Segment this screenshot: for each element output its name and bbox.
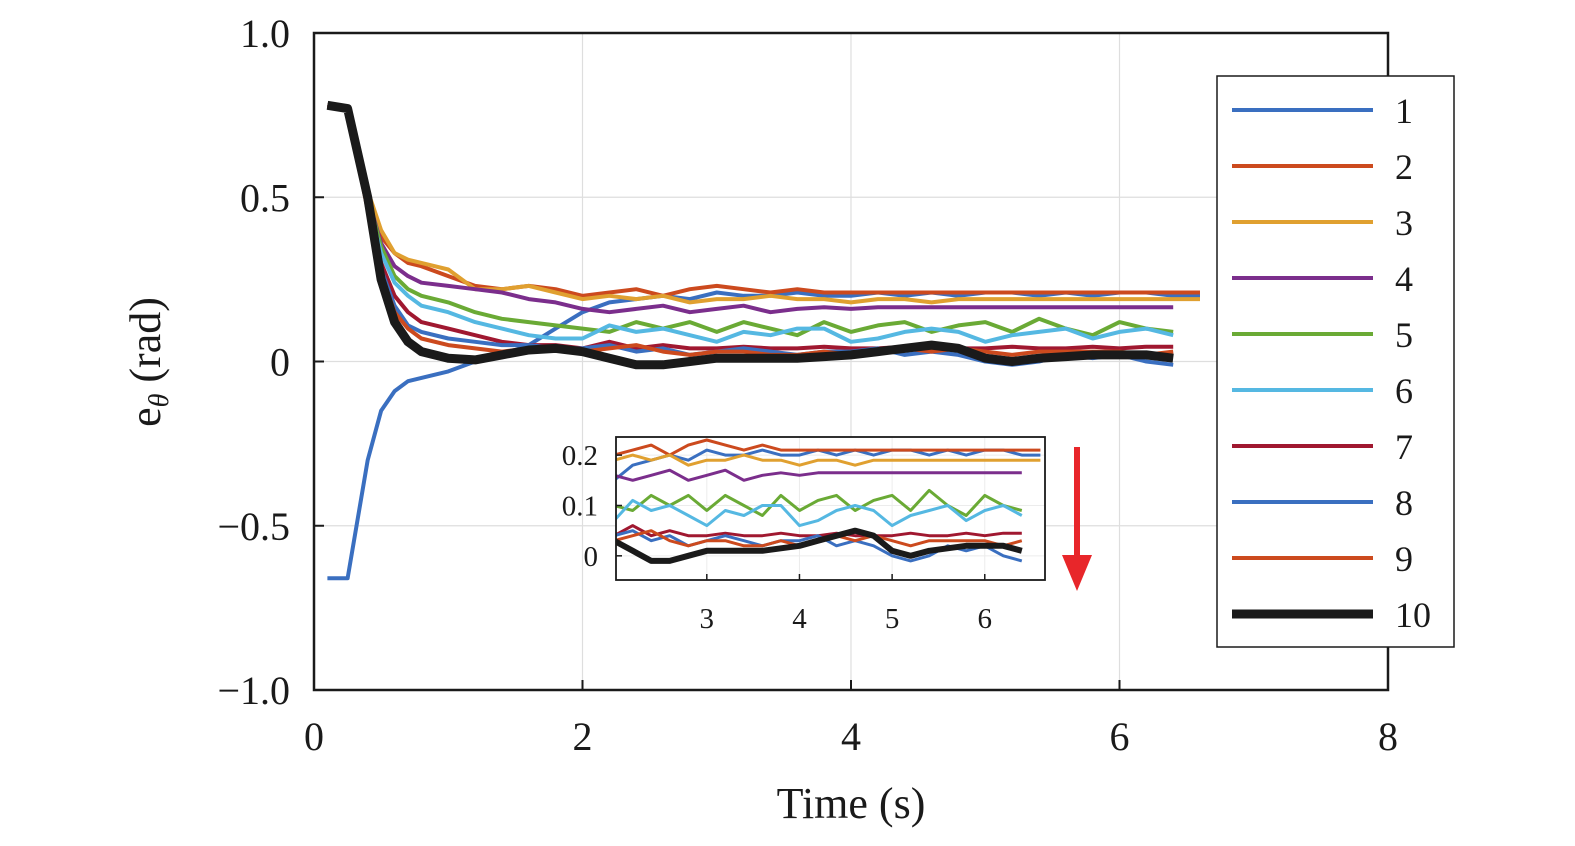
y-tick-label: 1.0 — [240, 11, 290, 56]
x-tick-label: 8 — [1378, 714, 1398, 759]
x-tick-label: 6 — [1110, 714, 1130, 759]
series-line-1 — [327, 290, 1200, 581]
series-line-7 — [327, 103, 1174, 351]
inset-series-line-3 — [616, 453, 1041, 467]
inset-y-tick-label: 0.1 — [562, 490, 598, 522]
inset-frame — [615, 436, 1046, 581]
series-line-10 — [326, 100, 1174, 370]
inset-ticks: 3 4 5 6 0.2 0.1 0 — [562, 440, 992, 635]
legend-label-4: 4 — [1395, 259, 1413, 299]
series-line-8 — [327, 103, 1174, 367]
inset-series-line-1 — [616, 448, 1041, 481]
x-tick-label: 4 — [841, 714, 861, 759]
legend-label-10: 10 — [1395, 595, 1431, 635]
inset-series-line-7 — [616, 524, 1022, 538]
legend-label-8: 8 — [1395, 483, 1413, 523]
legend-label-1: 1 — [1395, 91, 1413, 131]
inset-series-line-6 — [616, 498, 1023, 528]
legend-label-2: 2 — [1395, 147, 1413, 187]
inset-y-tick-label: 0 — [584, 541, 599, 573]
inset-x-tick-label: 3 — [700, 603, 715, 635]
inset-series-line-5 — [616, 488, 1023, 517]
inset-series-line-2 — [616, 438, 1041, 457]
inset-series-line-9 — [616, 529, 1023, 548]
series-line-4 — [327, 103, 1174, 315]
series-line-3 — [327, 103, 1200, 305]
y-label-sub: θ — [144, 393, 175, 407]
inset-y-tick-label: 0.2 — [562, 440, 598, 472]
y-tick-label: 0 — [270, 340, 290, 385]
inset-series-line-4 — [616, 468, 1022, 482]
legend-label-6: 6 — [1395, 371, 1413, 411]
series-line-9 — [327, 103, 1174, 357]
x-tick-label: 0 — [304, 714, 324, 759]
y-tick-label: −1.0 — [217, 668, 290, 713]
inset-series-lines — [616, 438, 1041, 564]
y-tick-label: 0.5 — [240, 175, 290, 220]
red-down-arrow — [1062, 447, 1092, 591]
inset-x-tick-label: 4 — [792, 603, 807, 635]
legend-label-7: 7 — [1395, 427, 1413, 467]
inset-chart: 3 4 5 6 0.2 0.1 0 — [562, 436, 1046, 635]
series-line-2 — [327, 103, 1200, 298]
legend-label-9: 9 — [1395, 539, 1413, 579]
y-axis-label: eθ (rad) — [121, 297, 175, 427]
y-label-unit: (rad) — [121, 297, 170, 383]
y-tick-label: −0.5 — [217, 504, 290, 549]
inset-x-tick-label: 5 — [885, 603, 900, 635]
legend-label-3: 3 — [1395, 203, 1413, 243]
axis-ticks: 0 2 4 6 8 1.0 0.5 0 −0.5 −1.0 — [217, 11, 1398, 759]
inset-x-tick-label: 6 — [978, 603, 993, 635]
legend-label-5: 5 — [1395, 315, 1413, 355]
series-lines — [326, 100, 1200, 581]
series-line-5 — [327, 103, 1174, 338]
y-label-base: e — [121, 407, 170, 427]
inset-series-line-10 — [616, 527, 1023, 564]
x-axis-label: Time (s) — [777, 779, 926, 828]
legend: 1 2 3 4 5 6 7 8 9 10 — [1216, 75, 1455, 648]
x-tick-label: 2 — [573, 714, 593, 759]
series-line-6 — [327, 103, 1174, 344]
